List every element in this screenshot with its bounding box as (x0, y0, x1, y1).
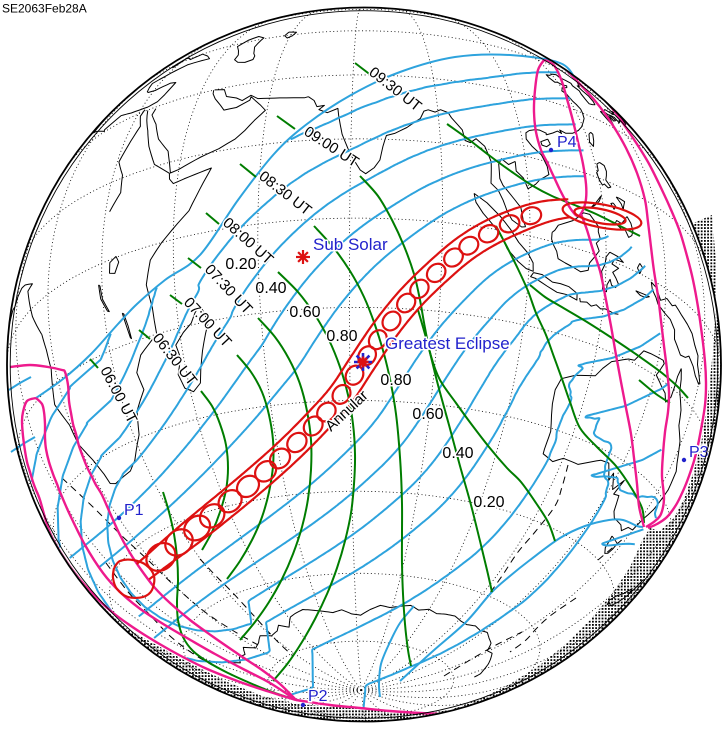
svg-text:0.40: 0.40 (442, 445, 473, 462)
svg-text:0.80: 0.80 (380, 372, 411, 389)
svg-text:Sub Solar: Sub Solar (313, 235, 388, 254)
svg-text:0.20: 0.20 (225, 256, 256, 273)
svg-text:P1: P1 (124, 502, 144, 519)
svg-text:0.60: 0.60 (412, 406, 443, 423)
svg-text:P4: P4 (557, 134, 577, 151)
svg-text:P2: P2 (308, 688, 328, 705)
svg-text:SE2063Feb28A: SE2063Feb28A (2, 2, 87, 16)
svg-text:P3: P3 (689, 444, 709, 461)
svg-text:0.60: 0.60 (289, 304, 320, 321)
svg-text:0.20: 0.20 (473, 494, 504, 511)
svg-text:0.40: 0.40 (255, 280, 286, 297)
svg-text:0.80: 0.80 (326, 328, 357, 345)
svg-text:Greatest Eclipse: Greatest Eclipse (385, 334, 510, 353)
